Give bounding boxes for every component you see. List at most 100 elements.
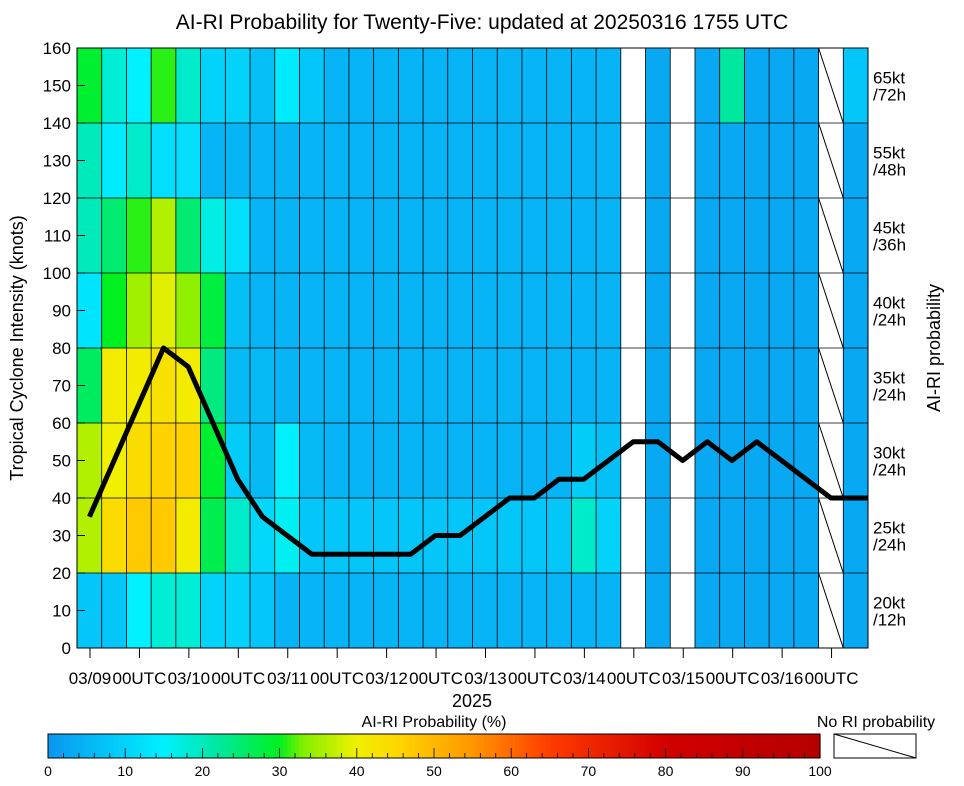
colorbar-tick-label: 10	[117, 763, 133, 779]
colorbar-segment	[484, 734, 489, 758]
heatmap-cell	[645, 273, 671, 348]
heatmap-cell	[324, 348, 349, 423]
heatmap-cell	[793, 498, 819, 573]
colorbar-segment	[198, 734, 203, 758]
x-tick-label: 03/09	[69, 669, 112, 688]
colorbar-segment	[781, 734, 786, 758]
colorbar-segment	[194, 734, 200, 758]
colorbar-segment	[237, 734, 242, 758]
heatmap-cell	[620, 498, 646, 573]
x-tick-label: 03/10	[168, 669, 211, 688]
colorbar-segment	[179, 734, 184, 758]
heatmap-cell	[843, 273, 868, 348]
heatmap-cell	[101, 273, 127, 348]
heatmap-cell	[274, 573, 300, 648]
colorbar-segment	[136, 734, 142, 758]
heatmap-cell	[126, 48, 152, 123]
heatmap-cell	[793, 48, 819, 123]
y-tick-label: 70	[52, 377, 71, 396]
colorbar-segment	[71, 734, 76, 758]
heatmap-cell	[151, 48, 176, 123]
colorbar-segment	[476, 734, 481, 758]
heatmap-cell	[274, 423, 300, 498]
heatmap-cell	[645, 423, 671, 498]
colorbar-segment	[488, 734, 493, 758]
heatmap-cell	[744, 123, 770, 198]
colorbar-segment	[210, 734, 215, 758]
colorbar-segment	[812, 734, 817, 758]
heatmap-cell	[250, 423, 275, 498]
heatmap-cell	[225, 48, 251, 123]
colorbar-segment	[48, 734, 53, 758]
colorbar-segment	[252, 734, 258, 758]
heatmap-cell	[670, 123, 695, 198]
x-tick-label: 00UTC	[113, 669, 167, 688]
y-tick-label: 50	[52, 452, 71, 471]
heatmap-cell	[769, 573, 794, 648]
colorbar-segment	[175, 734, 180, 758]
heatmap-cell	[645, 498, 671, 573]
heatmap-cell	[200, 348, 226, 423]
band-labels: 20kt/12h25kt/24h30kt/24h35kt/24h40kt/24h…	[873, 69, 906, 630]
heatmap-cell	[793, 198, 819, 273]
colorbar-segment	[372, 734, 377, 758]
colorbar-segment	[233, 734, 238, 758]
heatmap-cell	[571, 123, 597, 198]
heatmap-cell	[324, 198, 349, 273]
no-ri-legend-swatch	[833, 733, 917, 759]
colorbar-segment	[75, 734, 80, 758]
heatmap-cell	[299, 573, 325, 648]
band-label-period: /48h	[873, 161, 906, 180]
heatmap-cell	[250, 48, 275, 123]
colorbar-segment	[472, 734, 478, 758]
y-tick-label: 40	[52, 489, 71, 508]
colorbar-segment	[406, 734, 412, 758]
heatmap-cell	[521, 498, 547, 573]
colorbar-segment	[163, 734, 169, 758]
heatmap-cell	[744, 273, 770, 348]
y-tick-label: 150	[43, 77, 71, 96]
heatmap-cell	[571, 48, 597, 123]
heatmap-cell	[151, 198, 176, 273]
heatmap-cell	[645, 48, 671, 123]
heatmap-cell	[645, 348, 671, 423]
colorbar-segment	[102, 734, 107, 758]
heatmap-cell	[843, 423, 868, 498]
heatmap-cell	[423, 198, 448, 273]
colorbar-segment	[765, 734, 771, 758]
colorbar-segment	[727, 734, 732, 758]
colorbar-segment	[171, 734, 176, 758]
colorbar-tick-label: 30	[272, 763, 288, 779]
heatmap-cell	[769, 348, 794, 423]
colorbar-tick-label: 20	[195, 763, 211, 779]
colorbar-segment	[275, 734, 281, 758]
colorbar-segment	[561, 734, 566, 758]
heatmap-cell	[447, 48, 473, 123]
colorbar-segment	[356, 734, 362, 758]
band-label-period: /24h	[873, 461, 906, 480]
heatmap-cell	[101, 123, 127, 198]
band-label-speed: 35kt	[873, 369, 905, 388]
colorbar-segment	[715, 734, 721, 758]
heatmap-cell	[571, 198, 597, 273]
colorbar-segment	[387, 734, 393, 758]
heatmap-cell	[719, 48, 745, 123]
heatmap-cell	[769, 273, 794, 348]
colorbar-segment	[750, 734, 755, 758]
colorbar-segment	[418, 734, 424, 758]
x-axis-ticks: 03/09 00UTC 03/10 00UTC 03/11 00UTC 03/12 00UTC…	[69, 648, 858, 688]
colorbar-segment	[314, 734, 319, 758]
heatmap-cell	[324, 573, 349, 648]
heatmap-cell	[324, 423, 349, 498]
colorbar-segment	[696, 734, 701, 758]
colorbar-segment	[391, 734, 396, 758]
colorbar-segment	[754, 734, 759, 758]
colorbar-segment	[634, 734, 640, 758]
heatmap-cell	[398, 348, 424, 423]
colorbar-segment	[569, 734, 574, 758]
heatmap-cell	[521, 573, 547, 648]
heatmap-cell	[101, 573, 127, 648]
no-ri-hatch	[818, 47, 844, 124]
colorbar-segment	[711, 734, 717, 758]
colorbar-segment	[742, 734, 748, 758]
